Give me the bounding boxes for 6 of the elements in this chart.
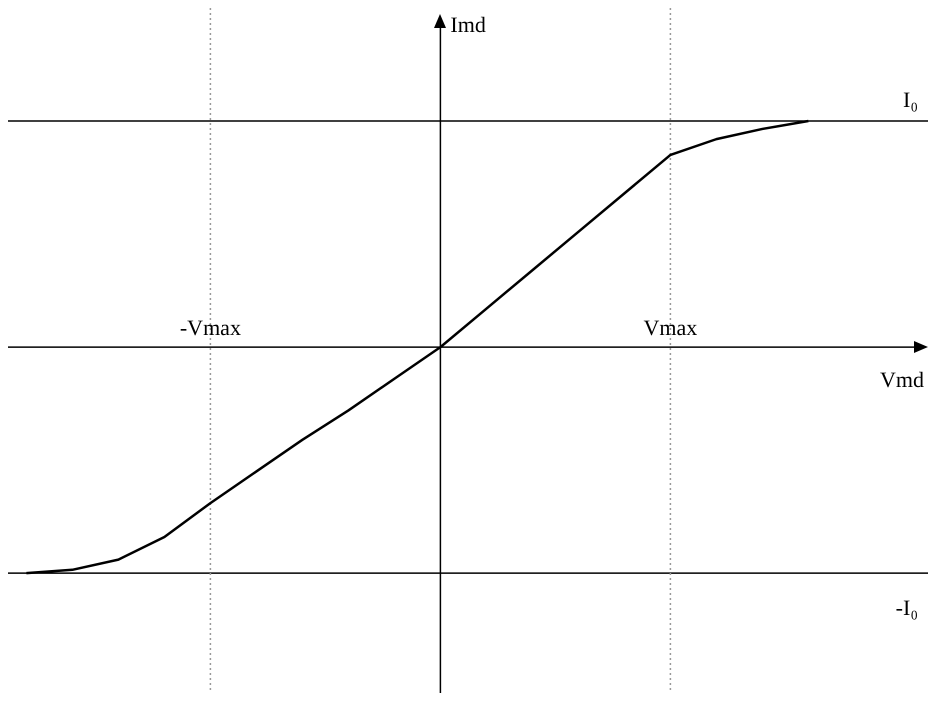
ref-line-label: -I₀	[896, 595, 918, 620]
ref-line-label: I₀	[903, 87, 918, 112]
x-tick-label: Vmax	[644, 315, 698, 340]
y-axis-title: Imd	[450, 12, 486, 37]
x-tick-label: -Vmax	[180, 315, 241, 340]
x-axis-title: Vmd	[880, 367, 924, 392]
